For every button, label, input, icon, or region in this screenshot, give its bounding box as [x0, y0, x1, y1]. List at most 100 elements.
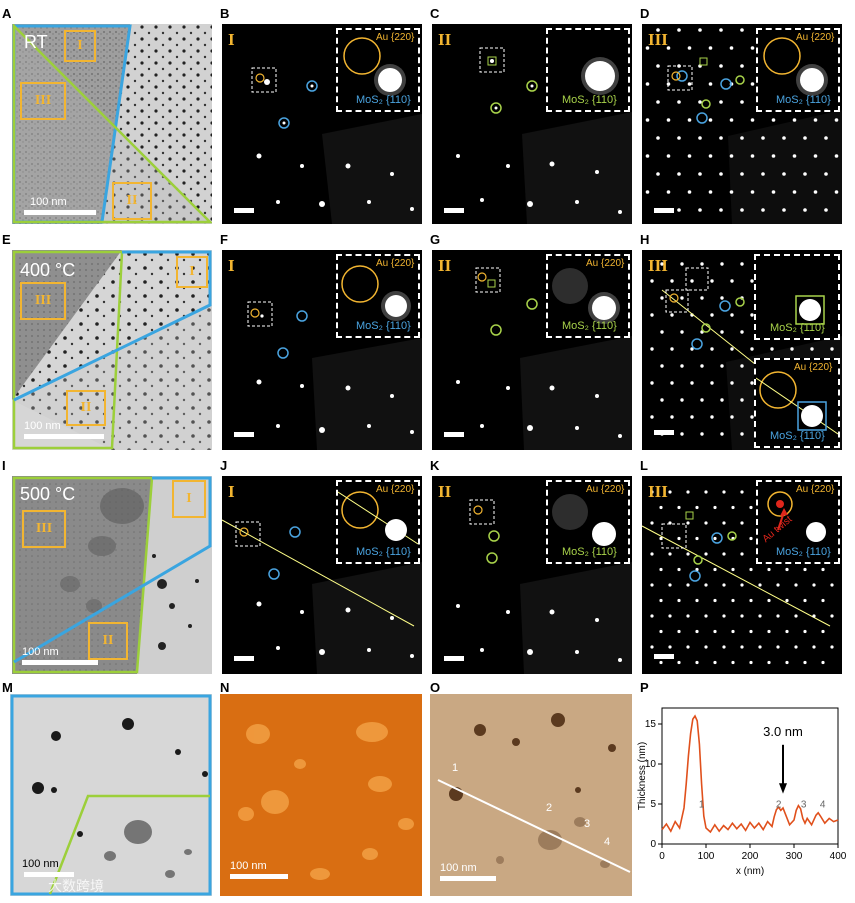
- thickness-profile-chart: 0 100 200 300 400 0 5 10 15 x (nm) Thickness (nm) 3…: [636, 694, 848, 900]
- diffraction-spot: [803, 598, 807, 603]
- diffraction-spot: [708, 46, 713, 50]
- diffraction-spot: [677, 505, 681, 510]
- panel-label-a: A: [2, 6, 12, 21]
- diffraction-spot: [698, 100, 702, 104]
- mos2-label: MoS₂ {110}: [562, 546, 617, 558]
- scale-bar: [230, 874, 288, 879]
- mos2-label: MoS₂ {110}: [770, 322, 825, 334]
- diffraction-spot: [821, 598, 825, 603]
- scale-bar: [234, 656, 254, 661]
- diffraction-spot: [645, 46, 650, 50]
- diffraction-spot: [740, 262, 744, 266]
- diffraction-spot: [771, 154, 776, 158]
- diffraction-spot: [680, 398, 684, 402]
- diffraction-spot: [677, 172, 681, 176]
- panel-label-c: C: [430, 6, 440, 21]
- diffraction-spot: [803, 172, 807, 176]
- diffraction-spot: [750, 154, 755, 158]
- saed-pattern-h: III MoS₂ {110} Au {220} MoS₂ {110}: [642, 250, 842, 450]
- x-tick-label: 300: [786, 851, 803, 862]
- diffraction-spot: [686, 552, 690, 556]
- diffraction-spot: [720, 262, 724, 266]
- mos2-label: MoS₂ {110}: [562, 320, 617, 332]
- diffraction-spot: [730, 279, 734, 283]
- diffraction-spot: [729, 118, 734, 122]
- diffraction-spot: [713, 660, 717, 665]
- diffraction-spot: [720, 364, 724, 368]
- diffraction-spot: [700, 398, 704, 402]
- diffraction-spot: [830, 347, 834, 351]
- diffraction-spot: [670, 313, 674, 317]
- diffraction-spot: [656, 172, 660, 176]
- diffraction-spot: [687, 46, 692, 50]
- diffraction-spot: [708, 82, 713, 86]
- diffraction-spot: [782, 172, 786, 176]
- region-label: I: [228, 30, 235, 49]
- afm-marker-1: 1: [452, 762, 459, 774]
- diffraction-spot: [813, 118, 818, 122]
- panel-label-m: M: [2, 680, 13, 695]
- diffraction-spot: [812, 614, 816, 618]
- diffraction-spot: [740, 552, 744, 556]
- diffraction-spot: [686, 645, 690, 649]
- diffraction-spot: [687, 118, 692, 122]
- zoom-inset: Au {220} MoS₂ {110}: [546, 480, 630, 564]
- tem-image-rt: RT I III II 100 nm: [12, 24, 212, 224]
- diffraction-spot: [650, 415, 654, 419]
- y-axis-label: Thickness (nm): [637, 742, 648, 810]
- panel-label-l: L: [640, 458, 648, 473]
- region-box-ii: II: [88, 622, 128, 660]
- diffraction-spot: [650, 279, 654, 283]
- diffraction-spot: [680, 262, 684, 266]
- diffraction-spot: [834, 154, 839, 158]
- diffraction-spot: [690, 279, 694, 283]
- annotation-label: 3.0 nm: [763, 724, 803, 739]
- y-tick-label: 0: [650, 839, 656, 850]
- scale-bar-label: 100 nm: [22, 646, 59, 658]
- diffraction-spot: [758, 645, 762, 649]
- diffraction-spot: [704, 552, 708, 556]
- panel-label-d: D: [640, 6, 650, 21]
- diffraction-spot: [719, 172, 723, 176]
- diffraction-spot: [650, 552, 654, 556]
- thickness-profile-line: [661, 714, 839, 834]
- diffraction-spot: [656, 64, 660, 68]
- region-label: II: [438, 482, 452, 501]
- diffraction-spot: [687, 82, 692, 86]
- diffraction-spot: [730, 381, 734, 385]
- diffraction-spot: [803, 660, 807, 665]
- diffraction-spot: [686, 490, 690, 494]
- diffraction-spot: [785, 598, 789, 603]
- diffraction-spot: [750, 46, 755, 50]
- scale-bar-label: 100 nm: [24, 420, 61, 432]
- diffraction-spot: [770, 347, 774, 351]
- diffraction-spot: [710, 347, 714, 351]
- diffraction-spot: [749, 629, 753, 634]
- diffraction-spot: [704, 645, 708, 649]
- diffraction-spot: [677, 567, 681, 572]
- diffraction-spot: [704, 521, 708, 525]
- region-label: III: [648, 256, 668, 275]
- diffraction-spot: [660, 364, 664, 368]
- diffraction-spot: [740, 583, 744, 587]
- mos2-label: MoS₂ {110}: [776, 94, 831, 106]
- diffraction-spot: [713, 598, 717, 603]
- diffraction-spot: [767, 629, 771, 634]
- diffraction-spot: [740, 64, 744, 68]
- diffraction-spot: [690, 381, 694, 385]
- annotation-arrow-head: [779, 783, 787, 794]
- panel-label-h: H: [640, 232, 650, 247]
- diffraction-spot: [750, 118, 755, 122]
- watermark: 大数跨境: [48, 878, 104, 894]
- diffraction-spot: [729, 154, 734, 158]
- diffraction-spot: [722, 552, 726, 556]
- diffraction-spot: [740, 645, 744, 649]
- diffraction-spot: [740, 172, 744, 176]
- diffraction-spot: [700, 432, 704, 436]
- zoom-inset: Au {220} MoS₂ {110}: [336, 28, 420, 112]
- tem-image-400c: 400 °C I III II 100 nm: [12, 250, 212, 450]
- diffraction-spot: [720, 398, 724, 402]
- diffraction-spot: [719, 100, 723, 104]
- diffraction-spot: [750, 190, 755, 194]
- scale-bar: [654, 654, 674, 659]
